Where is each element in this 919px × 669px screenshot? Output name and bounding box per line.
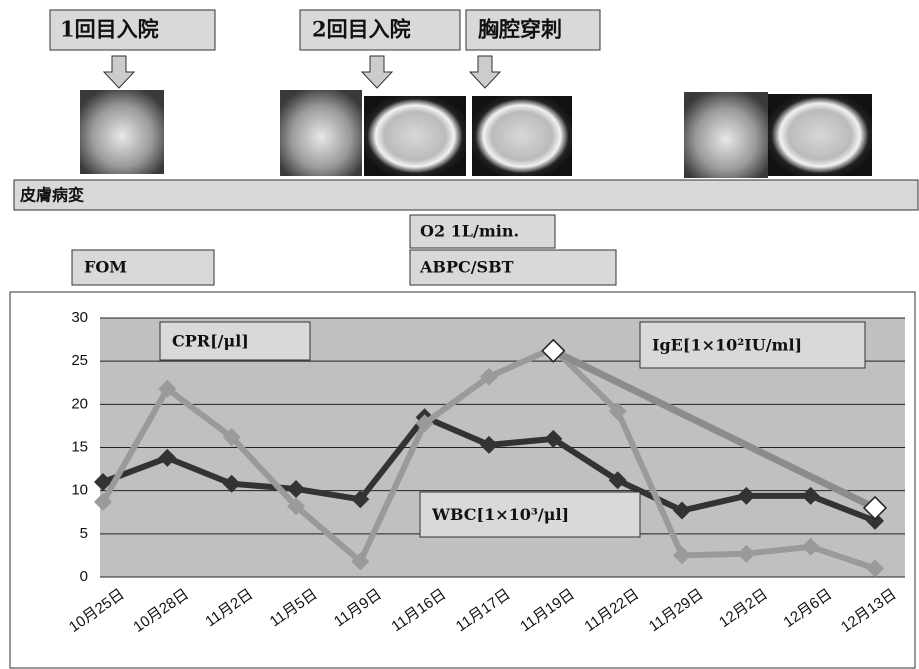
arrow [104, 56, 134, 88]
period-label: FOM [84, 258, 127, 277]
legend-label: CPR[/μl] [172, 332, 249, 351]
y-tick-label: 5 [80, 525, 88, 542]
period-label: ABPC/SBT [419, 258, 514, 277]
xray-image [280, 90, 362, 176]
event-label: 胸腔穿刺 [478, 17, 562, 42]
ct-image [472, 96, 572, 176]
y-tick-label: 25 [71, 352, 88, 369]
period-bar [14, 180, 918, 210]
legend-label: IgE[1×10²IU/ml] [652, 336, 802, 355]
legend-label: WBC[1×10³/μl] [431, 505, 569, 524]
y-tick-label: 0 [80, 568, 88, 585]
event-label: 2回目入院 [312, 17, 411, 42]
arrow [470, 56, 500, 88]
ct-image [768, 94, 872, 176]
period-label: O2 1L/min. [420, 222, 519, 241]
event-label: 1回目入院 [60, 17, 159, 42]
y-tick-label: 30 [71, 309, 88, 326]
y-tick-label: 15 [71, 438, 88, 455]
y-tick-label: 10 [71, 482, 88, 499]
figure: 1回目入院 2回目入院 胸腔穿刺 皮膚病変 O2 1L/min. ABPC/SB… [0, 0, 919, 669]
arrow [362, 56, 392, 88]
y-tick-label: 20 [71, 395, 88, 412]
ct-image [364, 96, 466, 176]
xray-image [684, 92, 768, 178]
period-label: 皮膚病変 [19, 186, 84, 205]
xray-image [80, 90, 164, 174]
